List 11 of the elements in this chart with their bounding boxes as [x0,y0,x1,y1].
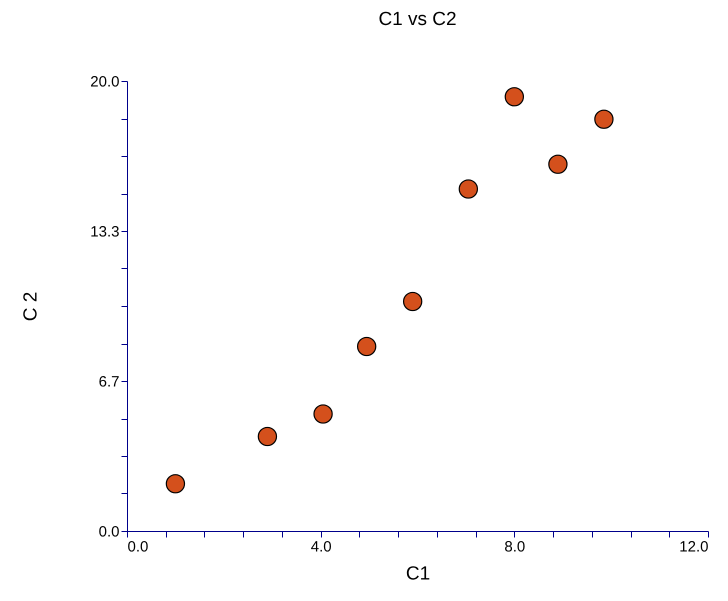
y-tick-label: 0.0 [98,524,120,540]
x-tick-label: 12.0 [679,538,708,556]
x-tick-label: 8.0 [504,538,526,556]
y-axis-title: C 2 [20,292,42,322]
x-tick-label: 4.0 [310,538,332,556]
chart-title: C1 vs C2 [378,9,457,30]
y-tick-label: 13.3 [90,224,120,241]
y-tick-label: 20.0 [90,74,120,90]
x-axis-title: C1 [406,564,430,584]
y-tick-label: 6.7 [98,373,120,390]
x-tick-label: 0.0 [128,538,148,556]
